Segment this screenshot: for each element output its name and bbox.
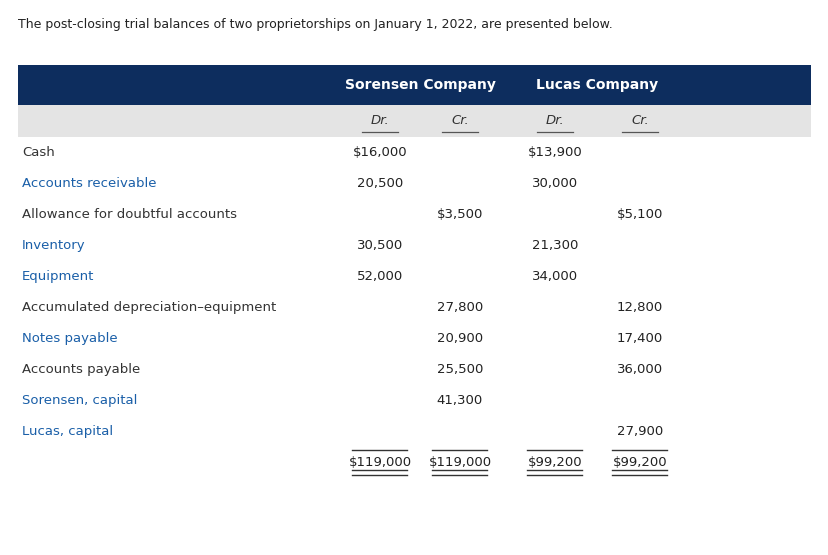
Text: Accumulated depreciation–equipment: Accumulated depreciation–equipment <box>22 301 276 314</box>
Text: 41,300: 41,300 <box>436 394 483 407</box>
Bar <box>18 385 810 416</box>
Text: 12,800: 12,800 <box>616 301 662 314</box>
Text: Lucas, capital: Lucas, capital <box>22 425 113 438</box>
Text: $5,100: $5,100 <box>616 208 662 221</box>
Text: $119,000: $119,000 <box>428 456 491 469</box>
Text: 21,300: 21,300 <box>532 239 577 252</box>
Text: Accounts receivable: Accounts receivable <box>22 177 156 190</box>
Text: Notes payable: Notes payable <box>22 332 118 345</box>
Text: Sorensen Company: Sorensen Company <box>344 78 495 92</box>
Bar <box>18 199 810 230</box>
Text: $99,200: $99,200 <box>527 456 581 469</box>
Text: Accounts payable: Accounts payable <box>22 363 140 376</box>
Text: Dr.: Dr. <box>370 114 389 128</box>
Text: 36,000: 36,000 <box>616 363 662 376</box>
Text: 25,500: 25,500 <box>436 363 483 376</box>
Bar <box>18 354 810 385</box>
Bar <box>18 105 810 137</box>
Text: Allowance for doubtful accounts: Allowance for doubtful accounts <box>22 208 237 221</box>
Text: $119,000: $119,000 <box>348 456 411 469</box>
Text: 27,900: 27,900 <box>616 425 662 438</box>
Text: Lucas Company: Lucas Company <box>536 78 657 92</box>
Text: Dr.: Dr. <box>545 114 564 128</box>
Text: 20,500: 20,500 <box>356 177 402 190</box>
Text: Cr.: Cr. <box>630 114 648 128</box>
Text: The post-closing trial balances of two proprietorships on January 1, 2022, are p: The post-closing trial balances of two p… <box>18 18 612 31</box>
Bar <box>18 261 810 292</box>
Text: 30,000: 30,000 <box>532 177 577 190</box>
Bar <box>18 416 810 447</box>
Text: Cr.: Cr. <box>450 114 469 128</box>
Text: Inventory: Inventory <box>22 239 85 252</box>
Text: $13,900: $13,900 <box>527 146 582 159</box>
Bar <box>18 292 810 323</box>
Text: 17,400: 17,400 <box>616 332 662 345</box>
Bar <box>18 230 810 261</box>
Bar <box>18 168 810 199</box>
Text: 34,000: 34,000 <box>532 270 577 283</box>
Text: $16,000: $16,000 <box>352 146 407 159</box>
Text: 30,500: 30,500 <box>356 239 402 252</box>
Text: 20,900: 20,900 <box>436 332 483 345</box>
Text: $99,200: $99,200 <box>612 456 667 469</box>
Text: 27,800: 27,800 <box>436 301 483 314</box>
Text: Cash: Cash <box>22 146 55 159</box>
Bar <box>18 137 810 168</box>
Text: $3,500: $3,500 <box>436 208 483 221</box>
Text: Sorensen, capital: Sorensen, capital <box>22 394 137 407</box>
Bar <box>18 323 810 354</box>
Bar <box>18 447 810 478</box>
Text: 52,000: 52,000 <box>356 270 402 283</box>
Bar <box>18 65 810 105</box>
Text: Equipment: Equipment <box>22 270 94 283</box>
